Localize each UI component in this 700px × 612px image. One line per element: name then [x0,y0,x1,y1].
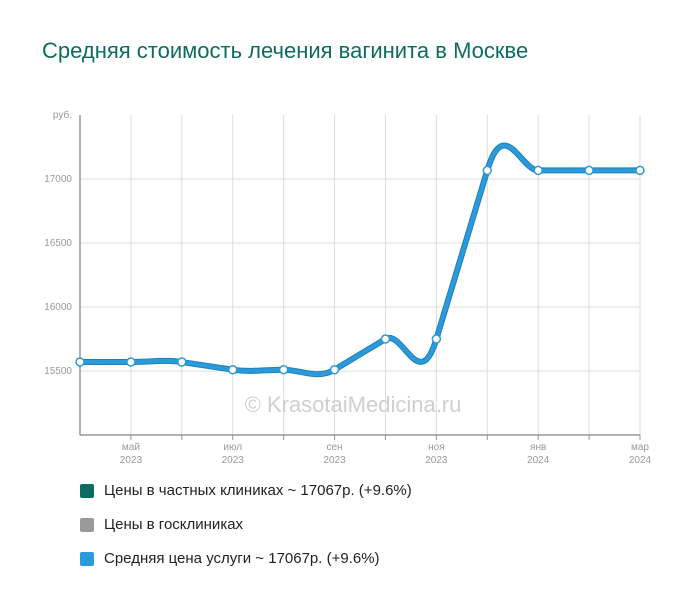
x-tick-label-month: сен [326,442,342,453]
watermark-text: © KrasotaiMedicina.ru [245,392,462,417]
data-point[interactable] [329,364,340,375]
chart-title: Средняя стоимость лечения вагинита в Мос… [42,38,529,63]
data-point[interactable] [177,357,187,367]
y-tick-label: 16500 [44,238,72,249]
x-tick-label-year: 2023 [222,455,245,466]
y-tick-label: 17000 [44,174,72,185]
x-tick-label-year: 2023 [425,455,448,466]
series-layer [77,142,643,378]
data-point[interactable] [126,357,136,367]
x-tick-label-year: 2023 [120,455,143,466]
data-point[interactable] [584,165,594,176]
data-point[interactable] [380,334,391,344]
x-tick-label-year: 2023 [323,455,346,466]
legend-swatch-private [80,483,94,498]
x-tick-label-month: ноя [428,442,445,453]
series-line-shadow [77,142,643,378]
data-point[interactable] [278,364,289,375]
data-point[interactable] [75,357,85,367]
legend-label-private: Цены в частных клиниках ~ 17067р. (+9.6%… [104,482,412,499]
legend-swatch-public [80,517,94,532]
x-tick-label-month: май [122,442,140,453]
legend: Цены в частных клиниках ~ 17067р. (+9.6%… [80,482,412,584]
legend-item-public[interactable]: Цены в госклиниках [80,516,412,533]
y-tick-label: 15500 [44,366,72,377]
points-layer [75,165,645,375]
data-point[interactable] [431,334,442,344]
x-tick-label-year: 2024 [629,455,652,466]
y-axis-unit-label: руб. [53,109,72,121]
data-point[interactable] [635,165,645,176]
grid [80,115,641,435]
y-tick-label: 16000 [44,302,72,313]
legend-item-private[interactable]: Цены в частных клиниках ~ 17067р. (+9.6%… [80,482,412,499]
x-tick-label-month: мар [631,442,649,453]
x-tick-label-month: янв [530,442,546,453]
series-line [78,143,642,377]
legend-item-average[interactable]: Средняя цена услуги ~ 17067р. (+9.6%) [80,550,412,567]
line-chart: 15500 16000 16500 17000 руб. май 2023 июл 2023 се… [44,109,651,466]
x-tick-label-year: 2024 [527,455,550,466]
legend-label-average: Средняя цена услуги ~ 17067р. (+9.6%) [104,550,380,567]
axes: 15500 16000 16500 17000 руб. май 2023 июл 2023 се… [44,109,651,466]
legend-label-public: Цены в госклиниках [104,516,244,533]
data-point[interactable] [482,165,493,176]
legend-swatch-average [80,551,94,566]
data-point[interactable] [227,364,238,375]
x-tick-label-month: июл [223,442,242,453]
data-point[interactable] [533,165,543,176]
